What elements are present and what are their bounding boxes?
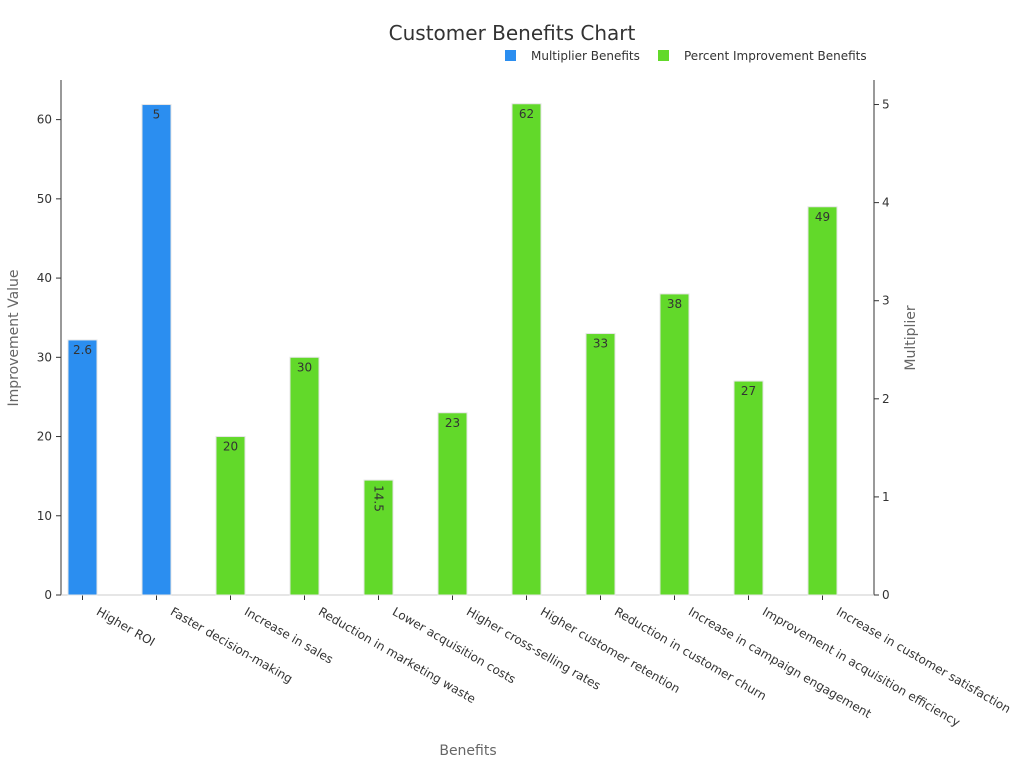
y-tick-label: 20 <box>37 430 52 444</box>
bar-percent <box>807 206 838 596</box>
bar-percent <box>363 479 394 596</box>
y2-tick-label: 5 <box>882 98 890 112</box>
y-tick-label: 40 <box>37 271 52 285</box>
x-tick-label: Higher cross-selling rates <box>464 604 603 692</box>
bar-data-label: 27 <box>741 384 756 398</box>
x-tick-label: Reduction in customer churn <box>612 604 769 703</box>
y2-axis-label: Multiplier <box>903 305 919 371</box>
bar-percent <box>659 293 690 596</box>
y-tick-label: 10 <box>37 509 52 523</box>
legend-swatch-percent <box>658 50 669 61</box>
bar-data-label: 62 <box>519 107 534 121</box>
bar-multiplier <box>141 104 172 596</box>
x-tick-label: Lower acquisition costs <box>390 604 518 686</box>
y-tick-label: 0 <box>44 588 52 602</box>
x-tick-label: Higher customer retention <box>538 604 682 696</box>
bar-percent <box>437 412 468 596</box>
y2-tick-label: 4 <box>882 196 890 210</box>
x-axis-label: Benefits <box>439 743 496 759</box>
bar-data-label: 38 <box>667 297 682 311</box>
bar-data-label: 2.6 <box>73 343 92 357</box>
legend-label-multiplier: Multiplier Benefits <box>531 49 640 63</box>
bar-data-label: 30 <box>297 360 312 374</box>
x-tick-label: Higher ROI <box>94 604 157 649</box>
bar-data-label: 33 <box>593 337 608 351</box>
bar-percent <box>733 380 764 596</box>
y-axis-label: Improvement Value <box>6 269 22 406</box>
legend-label-percent: Percent Improvement Benefits <box>684 49 867 63</box>
chart-title: Customer Benefits Chart <box>389 21 636 45</box>
bars: 2.6 5 20 30 14.5 23 62 33 38 27 49 <box>67 103 838 596</box>
bar-percent <box>289 356 320 596</box>
bar-data-label: 49 <box>815 210 830 224</box>
legend-swatch-multiplier <box>505 50 516 61</box>
x-tick-label: Faster decision-making <box>168 604 295 685</box>
bar-data-label: 14.5 <box>372 485 386 512</box>
y-tick-label: 50 <box>37 192 52 206</box>
bar-multiplier <box>67 339 98 596</box>
bar-percent <box>215 436 246 596</box>
bar-data-label: 20 <box>223 440 238 454</box>
bar-data-label: 23 <box>445 416 460 430</box>
bar-data-label: 5 <box>153 108 161 122</box>
y2-tick-label: 0 <box>882 588 890 602</box>
y-tick-label: 60 <box>37 113 52 127</box>
bar-percent <box>511 103 542 596</box>
y2-tick-label: 2 <box>882 392 890 406</box>
y-tick-label: 30 <box>37 350 52 364</box>
y2-tick-label: 1 <box>882 490 890 504</box>
bar-percent <box>585 333 616 596</box>
legend: Multiplier Benefits Percent Improvement … <box>505 49 867 63</box>
y2-tick-label: 3 <box>882 294 890 308</box>
